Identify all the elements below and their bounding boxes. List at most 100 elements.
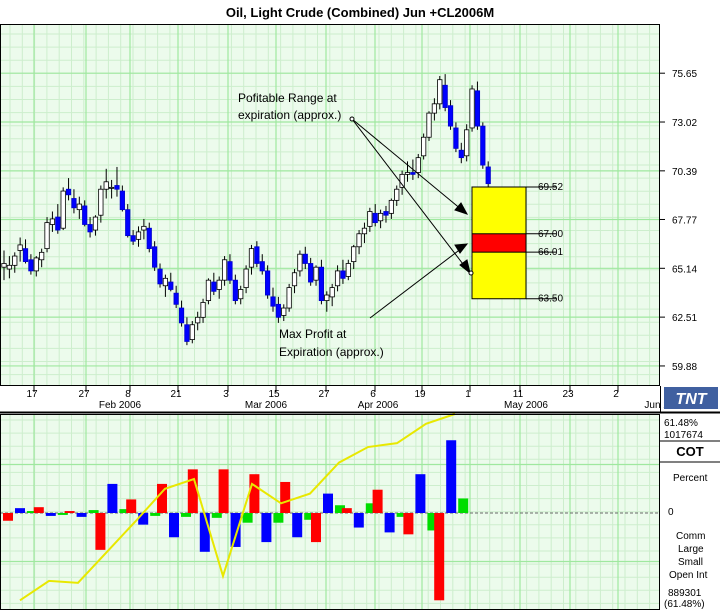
level-label-lower: 63.50	[538, 294, 563, 305]
candle-body	[367, 211, 373, 227]
date-tick-label: 15	[268, 389, 280, 400]
cot-labels: 61.48% 1017674 COT Percent 0 Comm Large …	[660, 418, 720, 610]
date-tick-label: 11	[513, 389, 524, 400]
title-bar	[0, 0, 720, 24]
candle-body	[109, 186, 115, 189]
candle-body	[480, 125, 486, 166]
cot-bar-comm	[3, 513, 13, 521]
month-label: Feb 2006	[99, 400, 142, 411]
cot-bar-small	[211, 513, 222, 518]
candle-body	[324, 294, 330, 302]
cot-zero-label: 0	[668, 507, 674, 518]
date-tick-label: 3	[223, 389, 229, 400]
max-profit-box	[471, 233, 527, 253]
candle-body	[216, 279, 222, 290]
cot-bar-large	[415, 474, 426, 513]
candle-body	[275, 303, 281, 318]
candle-body	[211, 281, 217, 292]
candle-body	[340, 270, 346, 279]
date-tick-label: 19	[414, 389, 426, 400]
candle-body	[265, 270, 271, 296]
candle-body	[60, 190, 66, 229]
candle-body	[254, 246, 260, 264]
cot-bar-small	[273, 513, 284, 523]
cot-bar-large	[199, 513, 210, 552]
tnt-logo: TNT	[664, 387, 718, 409]
candle-body	[87, 224, 93, 233]
cot-bar-comm	[280, 481, 291, 513]
cot-bar-large	[230, 513, 241, 547]
price-axis-panel	[660, 24, 720, 386]
candle-body	[200, 302, 206, 318]
candle-body	[135, 231, 142, 240]
price-tick-label: 75.65	[672, 69, 697, 80]
cot-name: COT	[676, 444, 704, 459]
cot-bar-large	[76, 513, 87, 517]
price-candles	[1, 74, 491, 346]
date-tick-label: 17	[26, 389, 38, 400]
candle-body	[297, 253, 303, 272]
candle-body	[82, 205, 88, 225]
cot-top-value: 1017674	[664, 430, 703, 441]
candle-body	[33, 257, 39, 272]
candle-body	[351, 246, 357, 263]
cot-bar-comm	[311, 513, 321, 543]
candle-body	[259, 261, 265, 272]
level-label-profit-top: 67.00	[538, 229, 563, 240]
legend-comm: Comm	[676, 531, 705, 542]
candle-body	[184, 324, 190, 342]
candle-body	[388, 199, 394, 214]
candle-body	[178, 307, 185, 324]
candle-body	[404, 172, 411, 175]
candle-body	[6, 264, 12, 270]
candle-body	[447, 105, 454, 127]
candle-body	[39, 251, 45, 261]
cot-bar-small	[365, 503, 376, 513]
candle-body	[469, 88, 475, 129]
legend-large: Large	[678, 544, 704, 555]
candle-body	[221, 259, 228, 281]
cot-bar-large	[45, 513, 56, 516]
candle-body	[394, 188, 400, 201]
candle-body	[426, 112, 432, 138]
candle-body	[437, 79, 443, 105]
cot-bar-comm	[95, 513, 106, 550]
legend-small: Small	[678, 557, 703, 568]
candle-body	[238, 289, 244, 300]
candle-body	[76, 203, 82, 211]
cot-bar-small	[57, 513, 68, 515]
cot-bar-comm	[434, 513, 445, 601]
candle-body	[308, 263, 314, 283]
candle-body	[12, 255, 18, 266]
candle-body	[313, 266, 319, 281]
candle-body	[189, 324, 195, 340]
date-tick-label: 1	[465, 389, 471, 400]
cot-bar-large	[353, 513, 364, 528]
profit-annotation-line1: Max Profit at	[279, 327, 347, 341]
candle-body	[474, 90, 481, 127]
cot-bar-large	[292, 513, 303, 538]
cot-bar-large	[261, 513, 272, 543]
profit-zone: 69.52 67.00 66.01 63.50	[471, 182, 563, 305]
open-interest-line	[19, 413, 456, 602]
candle-body	[17, 244, 23, 251]
candle-body	[55, 216, 61, 231]
month-label: May 2006	[504, 400, 548, 411]
cot-bar-small	[242, 513, 253, 523]
annotation-end-dot	[468, 270, 474, 276]
cot-bar-comm	[157, 483, 167, 513]
price-tick-label: 65.14	[672, 264, 697, 275]
arrow-to-lower-range	[351, 118, 467, 269]
candle-body	[119, 190, 125, 211]
candle-body	[1, 263, 7, 268]
cot-bar-comm	[126, 499, 137, 513]
range-annotation-line2: expiration (approx.)	[238, 108, 341, 122]
date-tick-label: 6	[370, 389, 376, 400]
profit-annotation-line2: Expiration (approx.)	[279, 345, 384, 359]
cot-bar-small	[304, 513, 315, 520]
month-label: Apr 2006	[358, 400, 399, 411]
price-tick-label: 67.77	[672, 215, 697, 226]
price-axis: 75.65 73.02 70.39 67.77 65.14 62.51 59.88	[660, 69, 697, 373]
